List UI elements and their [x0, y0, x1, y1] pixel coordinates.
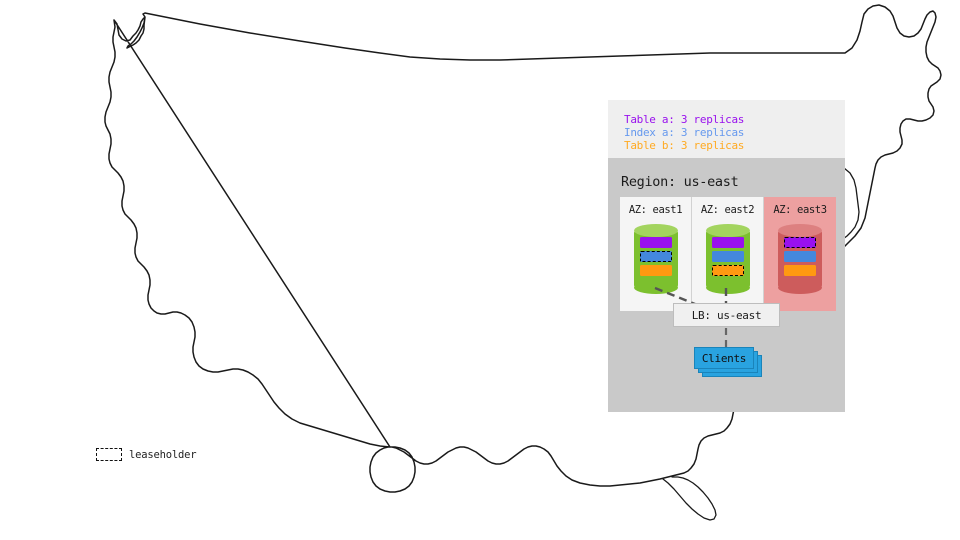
load-balancer-label: LB: us-east [691, 308, 762, 322]
az-row: AZ: east1 AZ: east2 [620, 197, 836, 311]
legend-row-index-a: Index a: 3 replicas [624, 126, 745, 139]
us-map-florida [662, 476, 717, 521]
cylinder-top [633, 224, 678, 237]
az-east2-node-icon [705, 224, 750, 294]
load-balancer-box[interactable]: LB: us-east [673, 303, 780, 327]
replica-index-a [784, 251, 816, 262]
az-east3[interactable]: AZ: east3 [764, 197, 836, 311]
us-map-coast-detail [842, 167, 860, 240]
az-east2-label: AZ: east2 [700, 204, 755, 216]
replica-index-a [711, 251, 744, 262]
replica-table-b [711, 265, 744, 276]
leaseholder-legend-label: leaseholder [129, 448, 197, 461]
region-title: Region: us-east [621, 174, 739, 190]
replica-table-a [784, 237, 816, 248]
replica-table-b [639, 265, 672, 276]
replica-table-a [711, 237, 744, 248]
leaseholder-legend: leaseholder [96, 448, 197, 461]
cylinder-top [705, 224, 750, 237]
az-east3-replicas [784, 237, 816, 279]
az-east2[interactable]: AZ: east2 [692, 197, 764, 311]
legend-row-table-b: Table b: 3 replicas [624, 139, 745, 152]
az-east3-node-icon [778, 224, 822, 294]
az-east1-node-icon [633, 224, 678, 294]
clients-group[interactable]: Clients [694, 347, 762, 377]
cylinder-top [778, 224, 822, 237]
replica-index-a [639, 251, 672, 262]
az-east2-replicas [711, 237, 744, 279]
replica-table-b [784, 265, 816, 276]
clients-card-front[interactable]: Clients [694, 347, 754, 369]
replica-legend: Table a: 3 replicas Index a: 3 replicas … [608, 100, 845, 158]
legend-row-table-a: Table a: 3 replicas [624, 113, 745, 126]
az-east1-label: AZ: east1 [628, 204, 683, 216]
az-east3-label: AZ: east3 [773, 204, 827, 216]
az-east1-replicas [639, 237, 672, 279]
clients-label: Clients [701, 351, 747, 365]
replica-table-a [639, 237, 672, 248]
leaseholder-swatch-icon [96, 448, 122, 461]
az-east1[interactable]: AZ: east1 [620, 197, 692, 311]
